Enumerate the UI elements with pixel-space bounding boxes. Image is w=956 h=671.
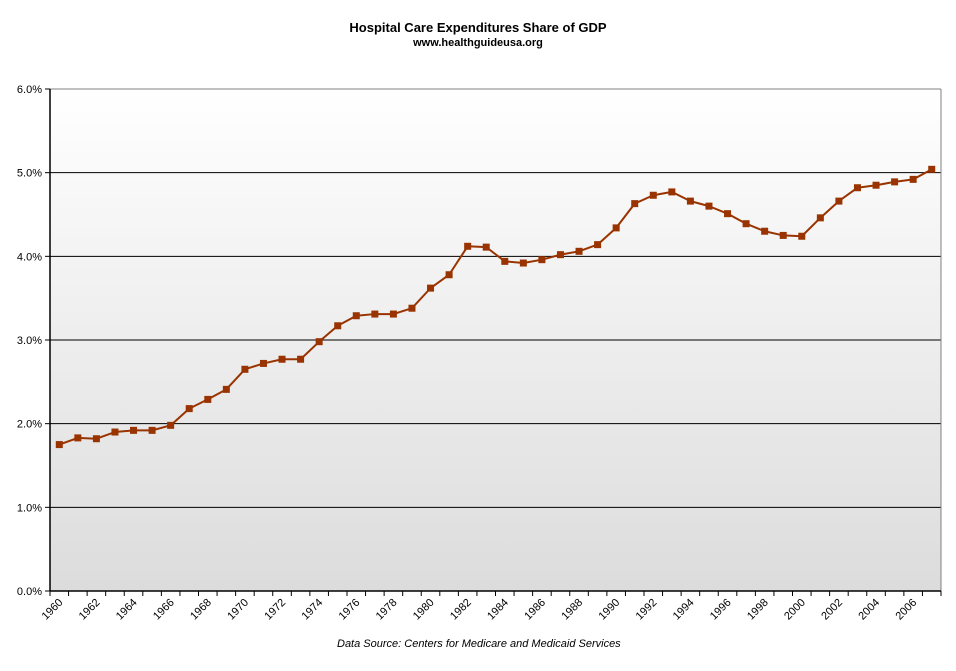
x-tick-label: 1982 xyxy=(448,597,474,623)
x-tick-label: 1980 xyxy=(411,597,437,623)
data-point-marker xyxy=(371,310,379,318)
data-point-marker xyxy=(835,197,843,205)
data-point-marker xyxy=(92,435,100,443)
data-point-marker xyxy=(668,188,676,196)
data-point-marker xyxy=(519,259,527,267)
data-point-marker xyxy=(185,405,193,413)
x-tick-label: 1966 xyxy=(151,597,177,623)
data-point-marker xyxy=(352,312,360,320)
data-point-marker xyxy=(872,181,880,189)
data-point-marker xyxy=(631,200,639,208)
y-tick-label: 6.0% xyxy=(17,84,42,96)
x-tick-label: 1976 xyxy=(337,597,363,623)
data-point-marker xyxy=(130,426,138,434)
chart-subtitle: www.healthguideusa.org xyxy=(413,37,543,49)
data-point-marker xyxy=(761,227,769,235)
x-tick-label: 1994 xyxy=(671,597,697,623)
data-point-marker xyxy=(445,271,453,279)
y-tick-label: 0.0% xyxy=(17,586,42,598)
data-point-marker xyxy=(55,441,63,449)
data-point-marker xyxy=(427,284,435,292)
data-point-marker xyxy=(222,385,230,393)
data-source-note: Data Source: Centers for Medicare and Me… xyxy=(337,638,621,650)
x-tick-label: 2006 xyxy=(893,597,919,623)
data-point-marker xyxy=(334,322,342,330)
data-point-marker xyxy=(167,421,175,429)
data-point-marker xyxy=(259,359,267,367)
data-point-marker xyxy=(204,395,212,403)
data-point-marker xyxy=(594,241,602,249)
x-tick-label: 1992 xyxy=(634,597,660,623)
data-point-marker xyxy=(111,428,119,436)
data-point-marker xyxy=(278,355,286,363)
data-point-marker xyxy=(297,355,305,363)
data-point-marker xyxy=(686,197,694,205)
data-point-marker xyxy=(779,231,787,239)
data-point-marker xyxy=(816,214,824,222)
data-point-marker xyxy=(724,210,732,218)
x-tick-label: 1984 xyxy=(485,597,511,623)
data-point-marker xyxy=(74,434,82,442)
x-tick-label: 1964 xyxy=(114,597,140,623)
chart-title: Hospital Care Expenditures Share of GDP xyxy=(349,20,607,35)
data-point-marker xyxy=(501,257,509,265)
data-point-marker xyxy=(649,191,657,199)
data-point-marker xyxy=(798,232,806,240)
data-point-marker xyxy=(148,426,156,434)
x-tick-label: 2002 xyxy=(819,597,845,623)
y-tick-label: 5.0% xyxy=(17,168,42,180)
data-point-marker xyxy=(705,202,713,210)
data-point-marker xyxy=(408,304,416,312)
x-tick-label: 1998 xyxy=(745,597,771,623)
x-tick-label: 2004 xyxy=(856,597,882,623)
y-tick-label: 4.0% xyxy=(17,251,42,263)
data-point-marker xyxy=(556,251,564,259)
data-point-marker xyxy=(612,224,620,232)
y-tick-label: 3.0% xyxy=(17,335,42,347)
data-point-marker xyxy=(538,256,546,264)
x-tick-label: 1974 xyxy=(299,597,325,623)
data-point-marker xyxy=(891,178,899,186)
x-tick-label: 1990 xyxy=(596,597,622,623)
x-tick-label: 1972 xyxy=(262,597,288,623)
data-point-marker xyxy=(464,242,472,250)
data-point-marker xyxy=(315,338,323,346)
x-tick-label: 1968 xyxy=(188,597,214,623)
x-tick-label: 1996 xyxy=(708,597,734,623)
data-point-marker xyxy=(241,365,249,373)
x-tick-label: 1962 xyxy=(77,597,103,623)
x-tick-label: 1986 xyxy=(522,597,548,623)
data-point-marker xyxy=(389,310,397,318)
data-point-marker xyxy=(853,184,861,192)
x-tick-label: 1970 xyxy=(225,597,251,623)
data-point-marker xyxy=(742,220,750,228)
x-tick-label: 1960 xyxy=(40,597,66,623)
y-tick-label: 1.0% xyxy=(17,502,42,514)
data-point-marker xyxy=(928,165,936,173)
data-point-marker xyxy=(575,247,583,255)
x-tick-label: 2000 xyxy=(782,597,808,623)
x-tick-label: 1988 xyxy=(559,597,585,623)
y-tick-label: 2.0% xyxy=(17,419,42,431)
data-point-marker xyxy=(482,243,490,251)
data-point-marker xyxy=(909,175,917,183)
x-tick-label: 1978 xyxy=(374,597,400,623)
